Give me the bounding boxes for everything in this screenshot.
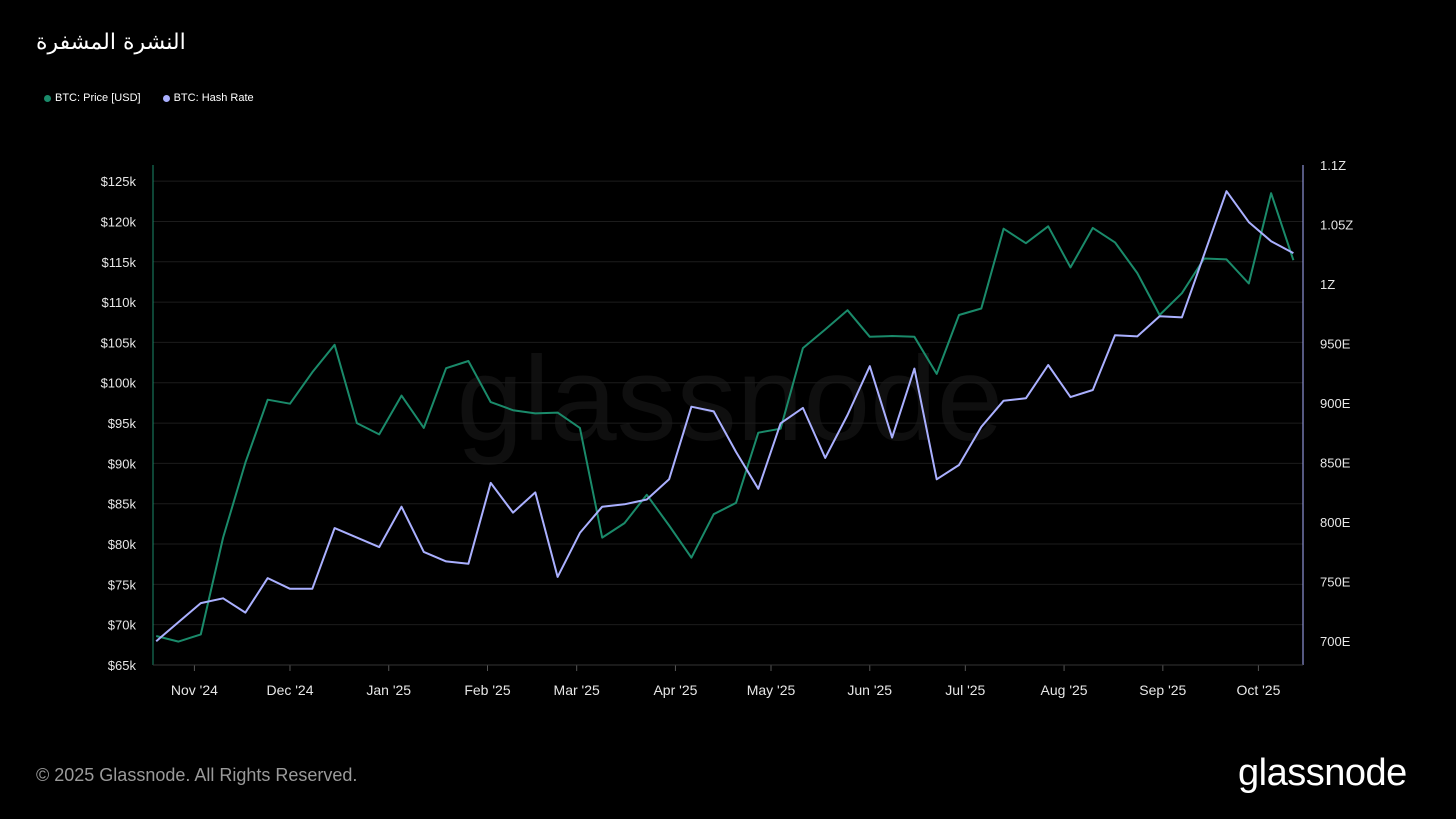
legend-label-price: BTC: Price [USD] bbox=[55, 92, 141, 104]
brand-logo: glassnode bbox=[1238, 752, 1407, 794]
x-tick-label: Mar '25 bbox=[554, 682, 600, 698]
y-axis-right-labels: 700E 750E 800E 850E 900E 950E 1Z 1.05Z 1.1Z bbox=[1320, 158, 1353, 649]
y-left-tick-label: $115k bbox=[102, 255, 137, 270]
y-left-tick-label: $75k bbox=[108, 577, 137, 592]
x-tick-label: Oct '25 bbox=[1236, 682, 1280, 698]
hashrate-legend-dot bbox=[162, 94, 170, 102]
y-left-tick-label: $105k bbox=[101, 335, 137, 350]
x-tick-label: Apr '25 bbox=[653, 682, 697, 698]
legend: BTC: Price [USD] BTC: Hash Rate bbox=[44, 92, 254, 104]
y-right-tick-label: 950E bbox=[1320, 337, 1351, 352]
y-right-tick-label: 850E bbox=[1320, 456, 1351, 471]
y-left-tick-label: $110k bbox=[102, 295, 137, 310]
y-left-tick-label: $90k bbox=[108, 456, 137, 471]
x-tick-label: Nov '24 bbox=[171, 682, 218, 698]
y-left-tick-label: $100k bbox=[101, 376, 137, 391]
copyright-footer: © 2025 Glassnode. All Rights Reserved. bbox=[36, 765, 358, 785]
y-right-tick-label: 750E bbox=[1320, 575, 1351, 590]
x-tick-label: Feb '25 bbox=[464, 682, 510, 698]
x-tick-label: Dec '24 bbox=[266, 682, 313, 698]
y-right-tick-label: 700E bbox=[1320, 634, 1351, 649]
x-tick-label: Aug '25 bbox=[1041, 682, 1088, 698]
hashrate-series-line bbox=[155, 190, 1294, 642]
legend-label-hashrate: BTC: Hash Rate bbox=[173, 92, 254, 104]
watermark: glassnode bbox=[456, 332, 1003, 466]
y-right-tick-label: 1.05Z bbox=[1320, 218, 1353, 233]
axes bbox=[152, 165, 1304, 671]
y-right-tick-label: 800E bbox=[1320, 515, 1351, 530]
legend-item-hashrate[interactable]: BTC: Hash Rate bbox=[162, 92, 254, 104]
y-left-tick-label: $70k bbox=[108, 618, 137, 633]
y-left-tick-label: $125k bbox=[101, 174, 137, 189]
y-left-tick-label: $65k bbox=[108, 658, 137, 673]
price-legend-dot bbox=[44, 94, 51, 102]
x-tick-label: Sep '25 bbox=[1139, 682, 1186, 698]
series-lines bbox=[155, 190, 1295, 643]
y-left-tick-label: $80k bbox=[108, 537, 137, 552]
x-axis-labels: Nov '24 Dec '24 Jan '25 Feb '25 Mar '25 Apr '… bbox=[171, 682, 1281, 698]
grid-lines bbox=[153, 180, 1303, 666]
x-tick-label: Jun '25 bbox=[847, 682, 892, 698]
legend-item-price[interactable]: BTC: Price [USD] bbox=[44, 92, 141, 104]
x-tick-label: May '25 bbox=[747, 682, 796, 698]
price-series-line bbox=[155, 192, 1295, 643]
y-right-tick-label: 1.1Z bbox=[1320, 158, 1346, 173]
x-tick-label: Jan '25 bbox=[366, 682, 411, 698]
chart-title: النشرة المشفرة bbox=[36, 30, 186, 55]
x-tick-label: Jul '25 bbox=[945, 682, 985, 698]
y-left-tick-label: $120k bbox=[101, 214, 137, 229]
y-left-tick-label: $95k bbox=[108, 416, 137, 431]
y-right-tick-label: 1Z bbox=[1320, 277, 1335, 292]
y-right-tick-label: 900E bbox=[1320, 396, 1351, 411]
y-axis-left-labels: $65k $70k $75k $80k $85k $90k $95k $100k $105k $1… bbox=[101, 174, 137, 673]
y-left-tick-label: $85k bbox=[108, 497, 137, 512]
